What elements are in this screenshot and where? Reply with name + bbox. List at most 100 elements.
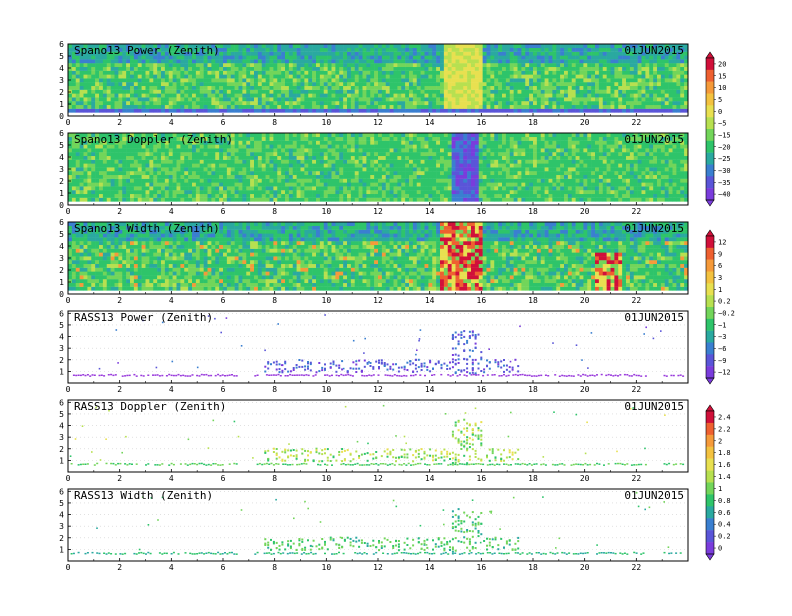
heatmap-cell <box>165 171 169 175</box>
heatmap-cell <box>72 93 76 97</box>
heatmap-cell <box>235 82 239 86</box>
heatmap-cell <box>359 144 363 148</box>
heatmap-cell <box>235 63 239 67</box>
heatmap-cell <box>521 105 525 109</box>
heatmap-cell <box>374 78 378 82</box>
heatmap-cell <box>556 78 560 82</box>
heatmap-cell <box>177 179 181 183</box>
heatmap-cell <box>595 71 599 75</box>
heatmap-cell <box>432 171 436 175</box>
heatmap-cell <box>502 74 506 78</box>
heatmap-cell <box>231 59 235 63</box>
heatmap-cell <box>169 156 173 160</box>
heatmap-cell <box>196 182 200 186</box>
heatmap-cell <box>111 74 115 78</box>
heatmap-cell <box>103 148 107 152</box>
heatmap-cell <box>432 152 436 156</box>
heatmap-cell <box>115 194 119 198</box>
heatmap-cell <box>281 109 285 113</box>
heatmap-cell <box>301 156 305 160</box>
heatmap-cell <box>425 93 429 97</box>
heatmap-cell <box>169 74 173 78</box>
heatmap-cell <box>126 190 130 194</box>
heatmap-cell <box>126 86 130 90</box>
heatmap-cell <box>192 148 196 152</box>
heatmap-cell <box>521 63 525 67</box>
heatmap-cell <box>572 105 576 109</box>
heatmap-cell <box>165 71 169 75</box>
heatmap-cell <box>177 74 181 78</box>
heatmap-cell <box>401 156 405 160</box>
heatmap-cell <box>537 71 541 75</box>
heatmap-cell <box>134 82 138 86</box>
heatmap-cell <box>483 105 487 109</box>
heatmap-cell <box>541 74 545 78</box>
heatmap-cell <box>196 78 200 82</box>
heatmap-cell <box>483 109 487 113</box>
heatmap-cell <box>95 190 99 194</box>
heatmap-cell <box>518 59 522 63</box>
heatmap-cell <box>370 101 374 105</box>
heatmap-cell <box>184 175 188 179</box>
heatmap-cell <box>378 190 382 194</box>
heatmap-cell <box>673 82 677 86</box>
heatmap-cell <box>483 175 487 179</box>
heatmap-cell <box>169 105 173 109</box>
heatmap-cell <box>223 105 227 109</box>
heatmap-cell <box>343 109 347 113</box>
y-tick-label: 0 <box>59 112 64 121</box>
heatmap-cell <box>378 144 382 148</box>
heatmap-cell <box>149 78 153 82</box>
heatmap-cell <box>448 163 452 167</box>
heatmap-cell <box>421 133 425 137</box>
heatmap-cell <box>529 105 533 109</box>
heatmap-cell <box>560 82 564 86</box>
heatmap-cell <box>196 63 200 67</box>
heatmap-cell <box>467 52 471 56</box>
heatmap-cell <box>177 67 181 71</box>
heatmap-cell <box>324 52 328 56</box>
heatmap-cell <box>254 133 258 137</box>
heatmap-cell <box>448 78 452 82</box>
heatmap-cell <box>146 190 150 194</box>
heatmap-cell <box>549 71 553 75</box>
heatmap-cell <box>421 198 425 202</box>
heatmap-cell <box>204 59 208 63</box>
heatmap-cell <box>432 93 436 97</box>
heatmap-cell <box>397 59 401 63</box>
heatmap-cell <box>332 63 336 67</box>
heatmap-cell <box>510 74 514 78</box>
heatmap-cell <box>76 105 80 109</box>
heatmap-cell <box>177 86 181 90</box>
heatmap-cell <box>611 90 615 94</box>
heatmap-cell <box>84 194 88 198</box>
heatmap-cell <box>669 59 673 63</box>
heatmap-cell <box>401 141 405 145</box>
heatmap-cell <box>115 74 119 78</box>
heatmap-cell <box>177 82 181 86</box>
heatmap-cell <box>153 101 157 105</box>
heatmap-cell <box>246 144 250 148</box>
heatmap-cell <box>467 148 471 152</box>
heatmap-cell <box>657 90 661 94</box>
heatmap-cell <box>467 144 471 148</box>
heatmap-cell <box>297 152 301 156</box>
heatmap-cell <box>72 59 76 63</box>
heatmap-cell <box>281 156 285 160</box>
heatmap-cell <box>556 109 560 113</box>
heatmap-cell <box>603 97 607 101</box>
heatmap-cell <box>184 63 188 67</box>
heatmap-cell <box>320 52 324 56</box>
heatmap-cell <box>502 156 506 160</box>
heatmap-cell <box>122 190 126 194</box>
heatmap-cell <box>645 101 649 105</box>
heatmap-cell <box>452 160 456 164</box>
heatmap-cell <box>258 171 262 175</box>
heatmap-cell <box>533 71 537 75</box>
heatmap-cell <box>281 133 285 137</box>
heatmap-cell <box>149 190 153 194</box>
heatmap-cell <box>312 186 316 190</box>
heatmap-cell <box>463 198 467 202</box>
heatmap-cell <box>196 148 200 152</box>
heatmap-cell <box>456 198 460 202</box>
